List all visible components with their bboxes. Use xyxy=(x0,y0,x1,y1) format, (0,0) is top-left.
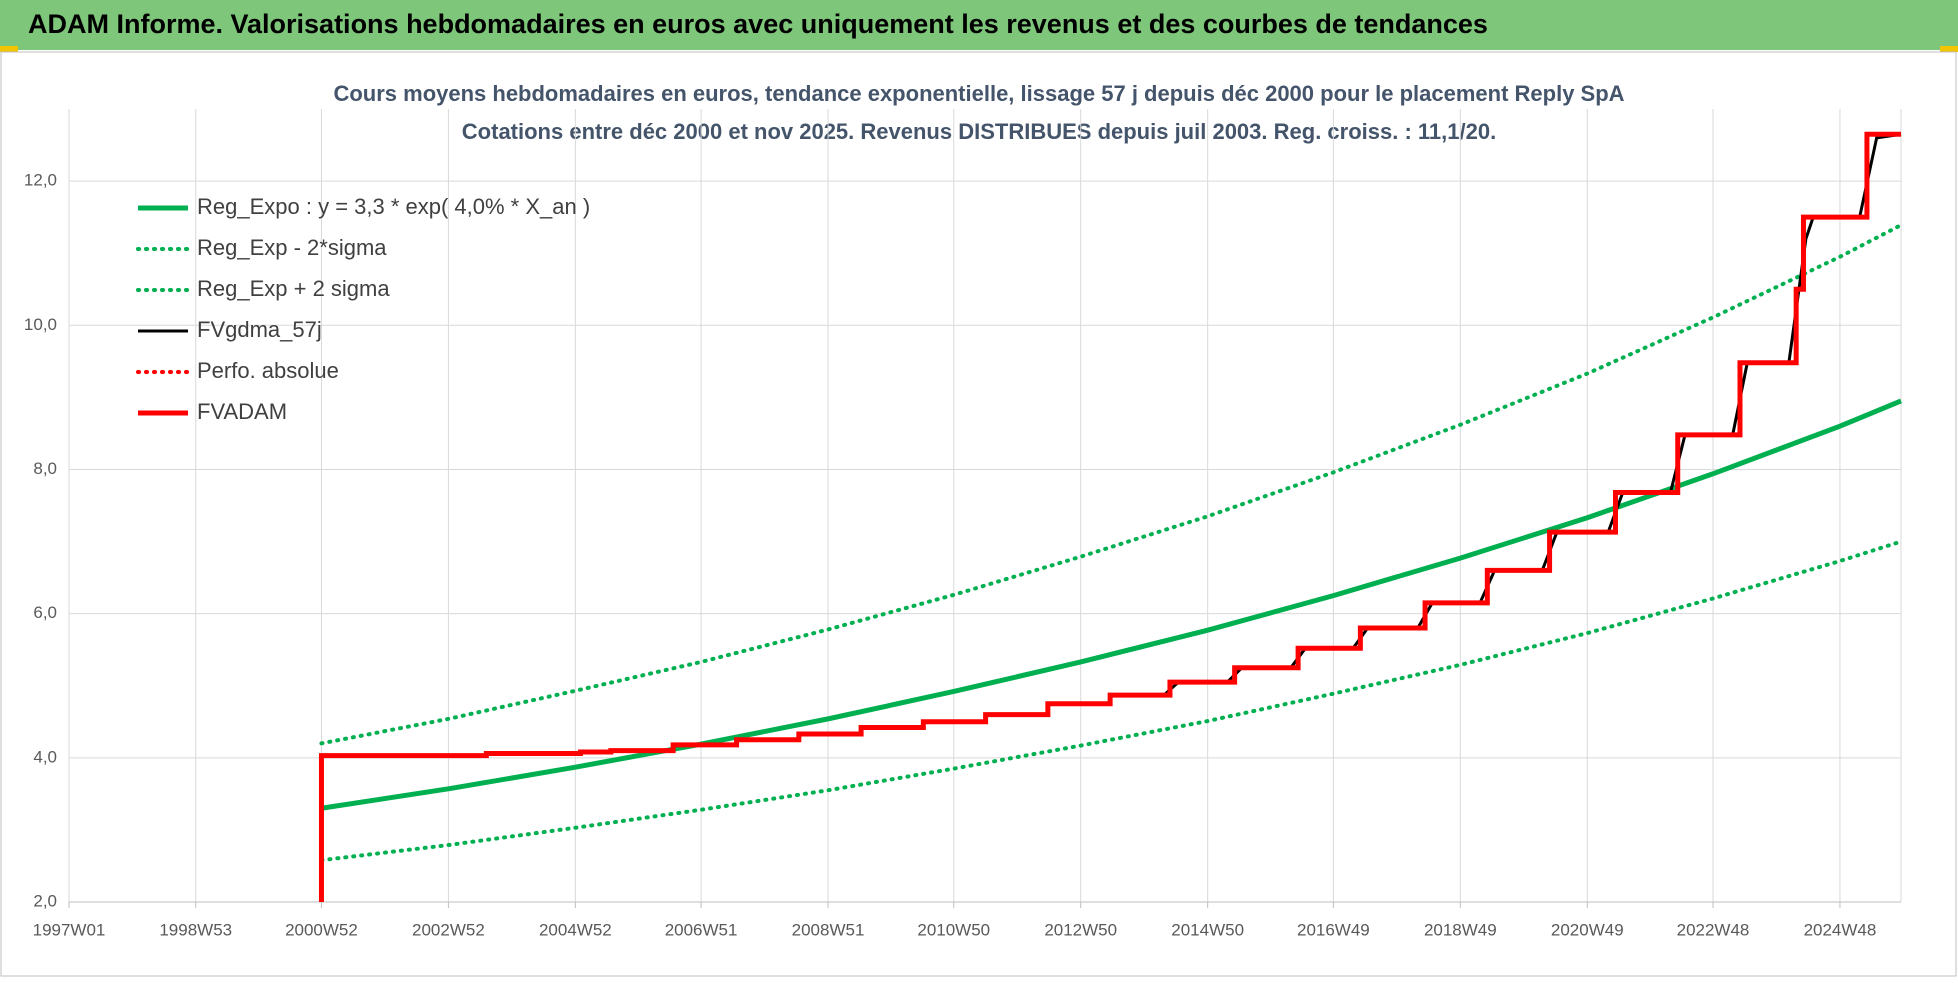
series-line xyxy=(319,539,1903,863)
chart-subtitle: Cours moyens hebdomadaires en euros, ten… xyxy=(333,81,1624,106)
series-line xyxy=(318,131,1901,902)
x-tick-label: 2018W49 xyxy=(1424,920,1497,939)
x-tick-label: 2002W52 xyxy=(412,920,485,939)
corner xyxy=(1940,46,1958,52)
series-line xyxy=(321,398,1902,811)
chart-subtitle: Cotations entre déc 2000 et nov 2025. Re… xyxy=(462,119,1496,144)
x-tick-label: 2006W51 xyxy=(665,920,738,939)
legend-label: Reg_Expo : y = 3,3 * exp( 4,0% * X_an ) xyxy=(197,194,590,219)
y-tick-label: 12,0 xyxy=(24,171,57,190)
x-tick-label: 2008W51 xyxy=(792,920,865,939)
title-bar xyxy=(0,0,1958,50)
legend-label: FVADAM xyxy=(197,399,287,424)
legend-label: Perfo. absolue xyxy=(197,358,339,383)
y-tick-label: 10,0 xyxy=(24,315,57,334)
x-tick-label: 2024W48 xyxy=(1804,920,1877,939)
y-tick-label: 4,0 xyxy=(33,747,57,766)
x-tick-label: 2010W50 xyxy=(917,920,990,939)
x-tick-label: 2012W50 xyxy=(1044,920,1117,939)
x-tick-label: 1997W01 xyxy=(33,920,106,939)
x-tick-label: 2000W52 xyxy=(285,920,358,939)
x-tick-label: 2016W49 xyxy=(1297,920,1370,939)
x-tick-label: 2014W50 xyxy=(1171,920,1244,939)
x-tick-label: 1998W53 xyxy=(159,920,232,939)
y-tick-label: 6,0 xyxy=(33,603,57,622)
legend-label: Reg_Exp - 2*sigma xyxy=(197,235,387,260)
legend-label: Reg_Exp + 2 sigma xyxy=(197,276,390,301)
page-title: ADAM Informe. Valorisations hebdomadaire… xyxy=(28,9,1488,39)
x-tick-label: 2022W48 xyxy=(1677,920,1750,939)
series-line xyxy=(319,223,1903,746)
corner xyxy=(0,46,18,52)
y-tick-label: 2,0 xyxy=(33,891,57,910)
x-tick-label: 2020W49 xyxy=(1551,920,1624,939)
frame xyxy=(0,51,1957,977)
x-tick-label: 2004W52 xyxy=(539,920,612,939)
legend-label: FVgdma_57j xyxy=(197,317,322,342)
y-tick-label: 8,0 xyxy=(33,459,57,478)
